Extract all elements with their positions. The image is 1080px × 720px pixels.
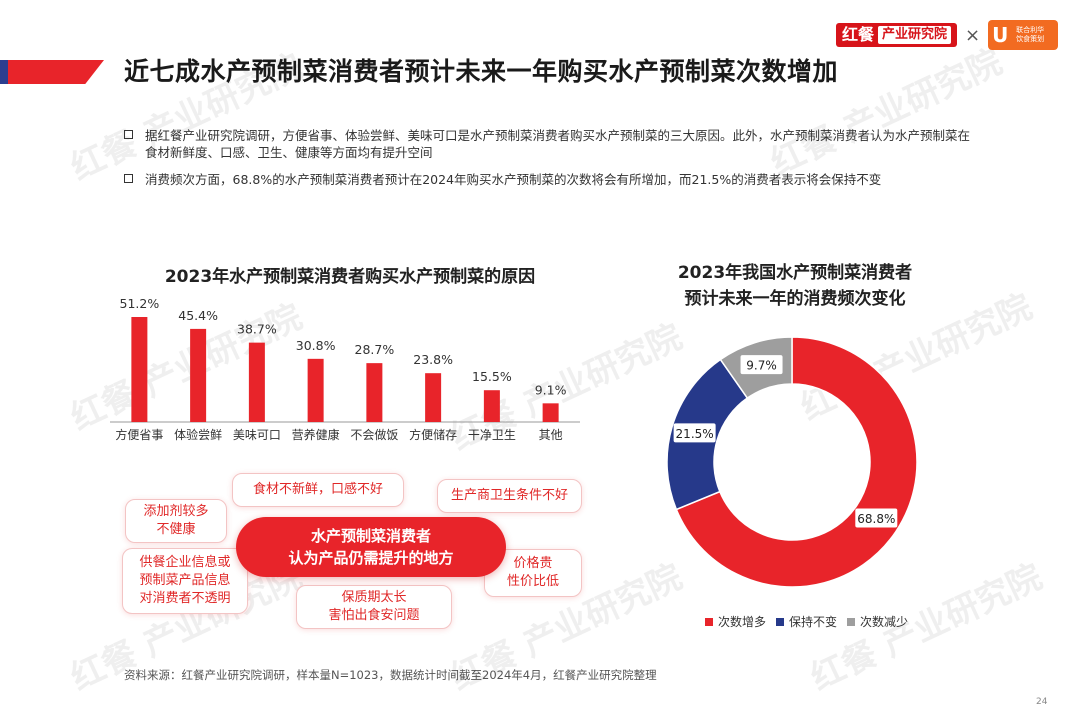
hongcan-logo: 红餐 产业研究院 — [836, 23, 958, 47]
improvement-center-bubble: 水产预制菜消费者 认为产品仍需提升的地方 — [236, 517, 506, 577]
center-bubble-line: 水产预制菜消费者 — [310, 527, 431, 545]
bar-chart-title: 2023年水产预制菜消费者购买水产预制菜的原因 — [164, 267, 536, 287]
data-label: 21.5% — [676, 427, 714, 441]
callout-text: 对消费者不透明 — [139, 591, 231, 606]
bar — [542, 403, 559, 422]
callout-text: 害怕出食安问题 — [328, 608, 420, 623]
summary-bullets: 据红餐产业研究院调研，方便省事、体验尝鲜、美味可口是水产预制菜消费者购买水产预制… — [124, 127, 974, 198]
bar — [131, 317, 148, 422]
source-note: 资料来源：红餐产业研究院调研，样本量N=1023，数据统计时间截至2024年4月… — [124, 668, 657, 682]
data-label: 45.4% — [178, 308, 218, 323]
donut-title-line: 2023年我国水产预制菜消费者 — [677, 263, 913, 283]
legend-item: 次数增多 — [705, 613, 766, 630]
tick-label: 方便储存 — [409, 427, 457, 442]
data-label: 9.7% — [746, 359, 777, 373]
legend-swatch-unchanged — [776, 617, 785, 626]
tick-label: 体验尝鲜 — [174, 427, 222, 442]
data-label-bg — [855, 508, 898, 528]
legend-item: 次数减少 — [847, 613, 908, 630]
donut-legend: 次数增多 保持不变 次数减少 — [705, 613, 918, 630]
donut-chart: 68.8% 21.5% 9.7% — [666, 336, 918, 588]
legend-item: 保持不变 — [776, 613, 837, 630]
bar — [483, 390, 500, 422]
data-label: 38.7% — [237, 322, 277, 337]
bar — [366, 363, 383, 422]
header-logos: 红餐 产业研究院 × U 联合利华 饮食策划 — [836, 20, 1059, 50]
tick-label: 营养健康 — [292, 427, 340, 442]
partner-logo-line: 饮食策划 — [1016, 35, 1045, 43]
bar — [307, 358, 324, 422]
tick-label: 美味可口 — [233, 428, 281, 442]
bullet-square-icon — [124, 174, 133, 183]
callout-shelf-life: 保质期太长 害怕出食安问题 — [296, 585, 452, 629]
data-label: 9.1% — [535, 382, 567, 397]
page-number: 24 — [1036, 697, 1048, 707]
donut-chart-title: 2023年我国水产预制菜消费者 预计未来一年的消费频次变化 — [630, 260, 960, 312]
callout-text: 性价比低 — [506, 574, 559, 589]
page-title: 近七成水产预制菜消费者预计未来一年购买水产预制菜次数增加 — [124, 57, 839, 86]
data-label: 68.8% — [857, 512, 895, 526]
callout-text: 生产商卫生条件不好 — [450, 488, 568, 503]
logo-brand-big: 红餐 — [842, 25, 875, 44]
tick-label: 其他 — [539, 428, 563, 442]
callout-text: 价格贵 — [513, 556, 553, 571]
data-label-bg — [673, 423, 716, 443]
callout-text: 食材不新鲜，口感不好 — [252, 482, 383, 497]
center-bubble-line: 认为产品仍需提升的地方 — [288, 549, 454, 567]
callout-text: 不健康 — [156, 522, 196, 537]
bar-chart: 51.2% 方便省事 45.4% 体验尝鲜 38.7% 美味可口 30.8% 营养健康 28.7… — [110, 296, 580, 442]
unilever-u-icon: U — [992, 23, 1009, 47]
legend-swatch-increase — [705, 617, 713, 626]
bar — [425, 373, 442, 422]
callout-text: 供餐企业信息或 — [139, 555, 231, 570]
callout-info-transparency: 供餐企业信息或 预制菜产品信息 对消费者不透明 — [122, 548, 248, 614]
tick-label: 干净卫生 — [468, 428, 516, 442]
bullet-square-icon — [124, 130, 133, 139]
bullet-item: 消费频次方面，68.8%的水产预制菜消费者预计在2024年购买水产预制菜的次数将… — [124, 171, 974, 188]
legend-label: 保持不变 — [789, 615, 838, 629]
callout-hygiene: 生产商卫生条件不好 — [437, 479, 582, 513]
data-label: 15.5% — [472, 369, 512, 384]
legend-label: 次数增多 — [718, 615, 767, 629]
title-accent-stripe — [0, 60, 8, 84]
data-label-bg — [740, 355, 783, 375]
legend-swatch-decrease — [847, 617, 856, 626]
legend-label: 次数减少 — [860, 615, 909, 629]
title-accent-band — [0, 60, 104, 84]
tick-label: 方便省事 — [115, 427, 163, 442]
logo-brand-small: 产业研究院 — [878, 26, 952, 44]
callout-text: 预制菜产品信息 — [139, 573, 231, 588]
donut-title-line: 预计未来一年的消费频次变化 — [684, 289, 906, 309]
callout-text: 保质期太长 — [341, 590, 407, 605]
bar — [248, 342, 265, 422]
tick-label: 不会做饭 — [350, 427, 398, 442]
callout-text: 添加剂较多 — [143, 504, 209, 519]
callout-freshness: 食材不新鲜，口感不好 — [232, 473, 404, 507]
data-label: 23.8% — [413, 352, 453, 367]
data-label: 51.2% — [120, 296, 160, 311]
callout-additives: 添加剂较多 不健康 — [125, 499, 227, 543]
unilever-food-solutions-logo: U 联合利华 饮食策划 — [988, 20, 1059, 50]
bullet-text: 据红餐产业研究院调研，方便省事、体验尝鲜、美味可口是水产预制菜消费者购买水产预制… — [145, 128, 971, 160]
data-label: 30.8% — [296, 338, 336, 353]
data-label: 28.7% — [355, 342, 395, 357]
bullet-item: 据红餐产业研究院调研，方便省事、体验尝鲜、美味可口是水产预制菜消费者购买水产预制… — [124, 127, 974, 161]
bar — [190, 328, 207, 422]
bullet-text: 消费频次方面，68.8%的水产预制菜消费者预计在2024年购买水产预制菜的次数将… — [145, 172, 882, 187]
times-icon: × — [965, 24, 981, 46]
partner-logo-line: 联合利华 — [1016, 26, 1045, 34]
